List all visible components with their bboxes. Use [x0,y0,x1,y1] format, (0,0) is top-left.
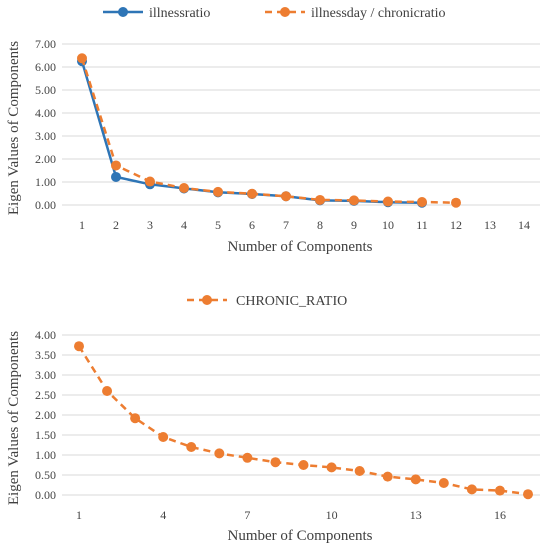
x-tick-label: 11 [416,218,428,232]
legend-marker-illnessratio [118,7,128,17]
legend-bottom: CHRONIC_RATIO [187,294,347,309]
data-point-chronic-ratio [438,478,449,488]
y-tick-label: 6.00 [35,60,56,74]
data-point-illnessday-chronicratio [417,197,427,208]
data-point-illnessday-chronicratio [383,196,393,207]
data-point-chronic-ratio [270,457,281,468]
data-point-chronic-ratio [354,466,365,476]
data-point-illnessday-chronicratio [315,194,325,205]
data-point-illnessday-chronicratio [349,195,359,206]
data-point-chronic-ratio [523,489,533,500]
legend-label-illnessday-chronicratio: illnessday / chronicratio [311,6,446,21]
legend-top: illnessratio illnessday / chronicratio [103,6,446,21]
legend-marker-chronic-ratio [202,295,212,305]
data-point-chronic-ratio [326,462,337,473]
y-tick-label: 1.00 [35,448,56,462]
x-tick-label: 7 [283,218,289,232]
y-tick-label: 1.00 [35,175,56,189]
y-tick-labels: 0.00 0.50 1.00 1.50 2.00 2.50 3.00 3.50 4.00 [35,328,56,502]
data-point-chronic-ratio [466,484,477,495]
x-tick-label: 10 [326,508,338,522]
x-tick-label: 10 [382,218,394,232]
x-tick-labels: 1 4 7 10 13 16 [76,508,506,522]
y-tick-label: 3.00 [35,368,56,382]
data-point-chronic-ratio [158,432,169,442]
data-point-chronic-ratio [242,452,253,463]
data-point-chronic-ratio [102,386,113,396]
data-point-illnessday-chronicratio [451,197,461,208]
data-point-illnessday-chronicratio [145,176,155,187]
legend-marker-illnessday-chronicratio [280,7,290,17]
legend-label-chronic-ratio: CHRONIC_RATIO [236,294,347,309]
data-point-chronic-ratio [74,341,84,352]
x-tick-label: 1 [76,508,82,522]
y-tick-label: 0.00 [35,488,56,502]
x-tick-label: 13 [484,218,496,232]
x-tick-label: 4 [181,218,187,232]
data-point-chronic-ratio [186,442,197,452]
x-tick-label: 9 [351,218,357,232]
y-tick-label: 1.50 [35,428,56,442]
data-point-illnessday-chronicratio [179,182,189,193]
data-point-illnessday-chronicratio [77,53,87,64]
y-tick-label: 3.50 [35,348,56,362]
legend-label-illnessratio: illnessratio [149,6,210,21]
data-point-chronic-ratio [494,485,505,496]
y-tick-label: 5.00 [35,83,56,97]
x-tick-label: 1 [79,218,85,232]
x-tick-label: 14 [518,218,530,232]
x-tick-label: 5 [215,218,221,232]
gridlines [62,334,540,496]
y-tick-label: 0.00 [35,198,56,212]
chart-bottom: CHRONIC_RATIO 0.00 0.50 1.00 1.50 2.00 2.50 3.… [6,294,540,544]
x-axis-title: Number of Components [228,239,373,255]
x-tick-label: 6 [249,218,255,232]
y-tick-label: 4.00 [35,106,56,120]
series-marks [77,53,461,208]
series-line-illnessratio [80,60,423,204]
y-tick-label: 0.50 [35,468,56,482]
x-tick-label: 2 [113,218,119,232]
x-tick-label: 8 [317,218,323,232]
data-point-illnessday-chronicratio [213,186,223,197]
y-axis-title: Eigen Values of Components [6,331,22,505]
y-axis-title: Eigen Values of Components [6,41,22,215]
data-point-chronic-ratio [130,413,141,424]
x-tick-label: 13 [410,508,422,522]
y-tick-label: 2.00 [35,408,56,422]
y-tick-label: 2.50 [35,388,56,402]
y-tick-label: 7.00 [35,37,56,51]
data-point-chronic-ratio [298,460,309,470]
data-point-illnessratio [111,171,121,182]
data-point-illnessday-chronicratio [281,191,291,202]
data-point-illnessday-chronicratio [247,188,257,199]
x-tick-label: 4 [160,508,166,522]
series-line-illnessday-chronicratio [80,57,457,204]
y-tick-label: 2.00 [35,152,56,166]
chart-top: illnessratio illnessday / chronicratio 0… [6,6,540,255]
data-point-illnessday-chronicratio [111,160,121,171]
data-point-chronic-ratio [410,474,421,485]
y-tick-label: 3.00 [35,129,56,143]
x-axis-title: Number of Components [228,528,373,544]
x-tick-label: 7 [244,508,250,522]
x-tick-label: 12 [450,218,462,232]
x-tick-label: 3 [147,218,153,232]
series-marks [74,341,533,500]
series-line-chronic-ratio [77,345,529,496]
y-tick-labels: 0.00 1.00 2.00 3.00 4.00 5.00 6.00 7.00 [35,37,56,212]
y-tick-label: 4.00 [35,328,56,342]
x-tick-labels: 1 2 3 4 5 6 7 8 9 10 11 12 13 14 [79,218,530,232]
data-point-chronic-ratio [382,471,393,482]
x-tick-label: 16 [494,508,506,522]
data-point-chronic-ratio [214,448,225,459]
